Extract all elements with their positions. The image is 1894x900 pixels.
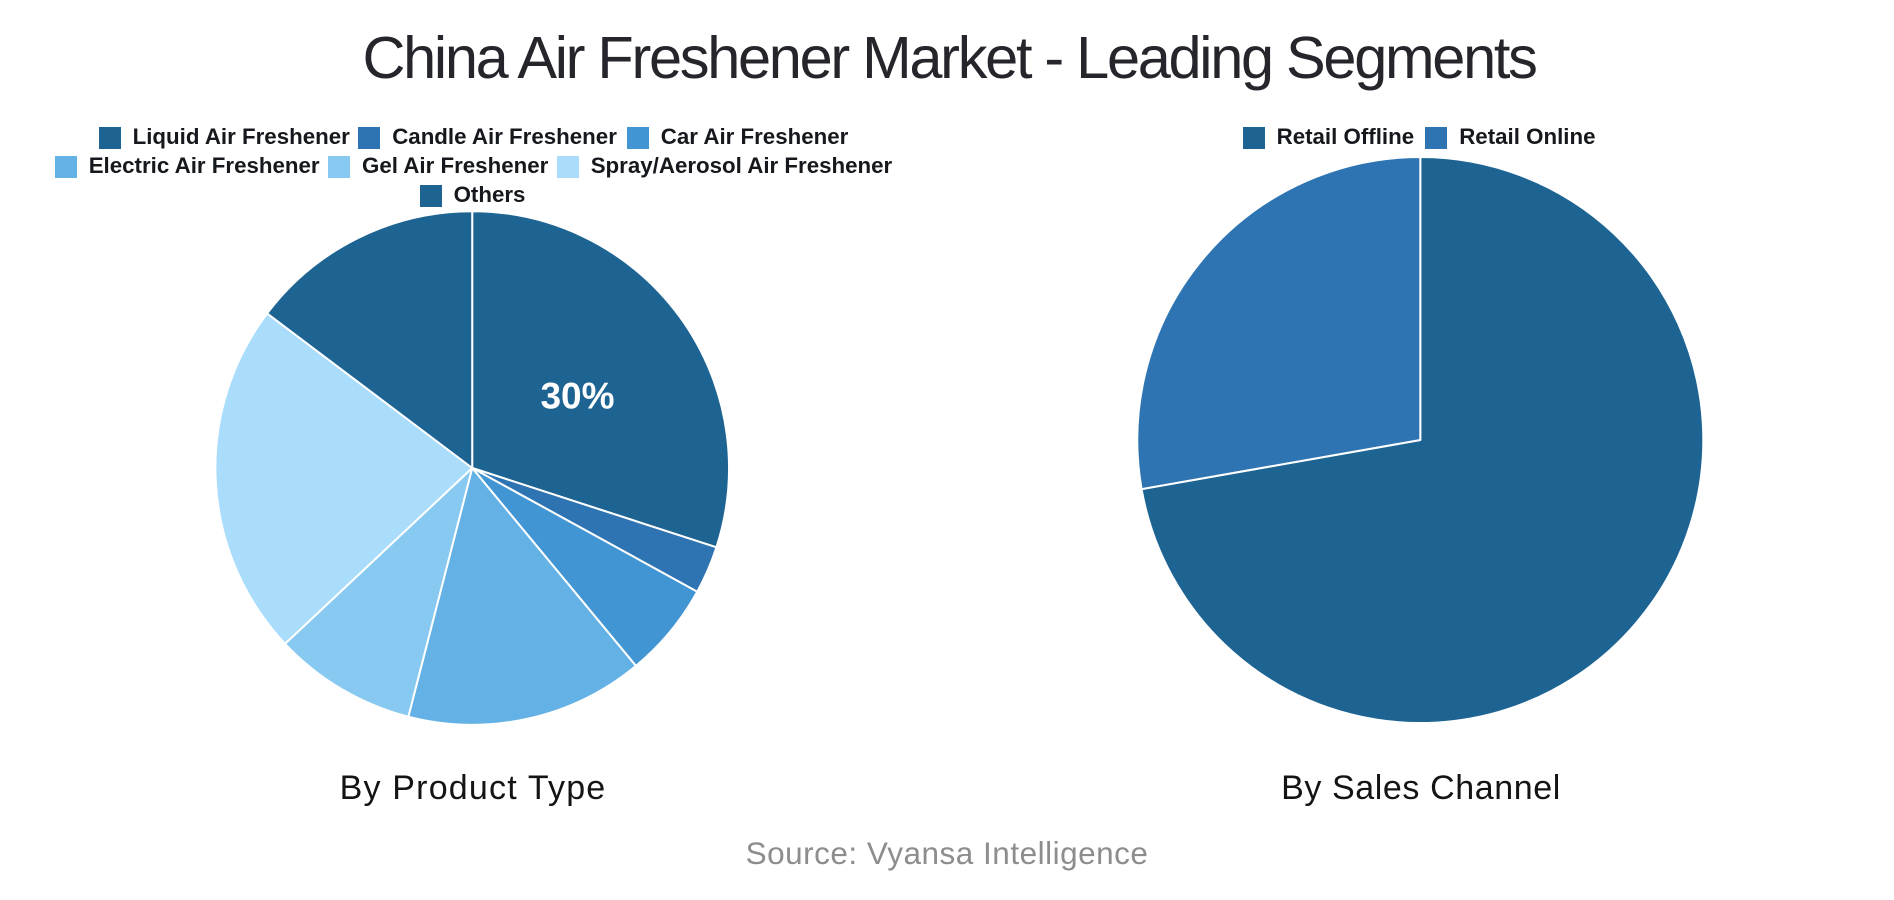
svg-text:30%: 30% (540, 375, 614, 416)
